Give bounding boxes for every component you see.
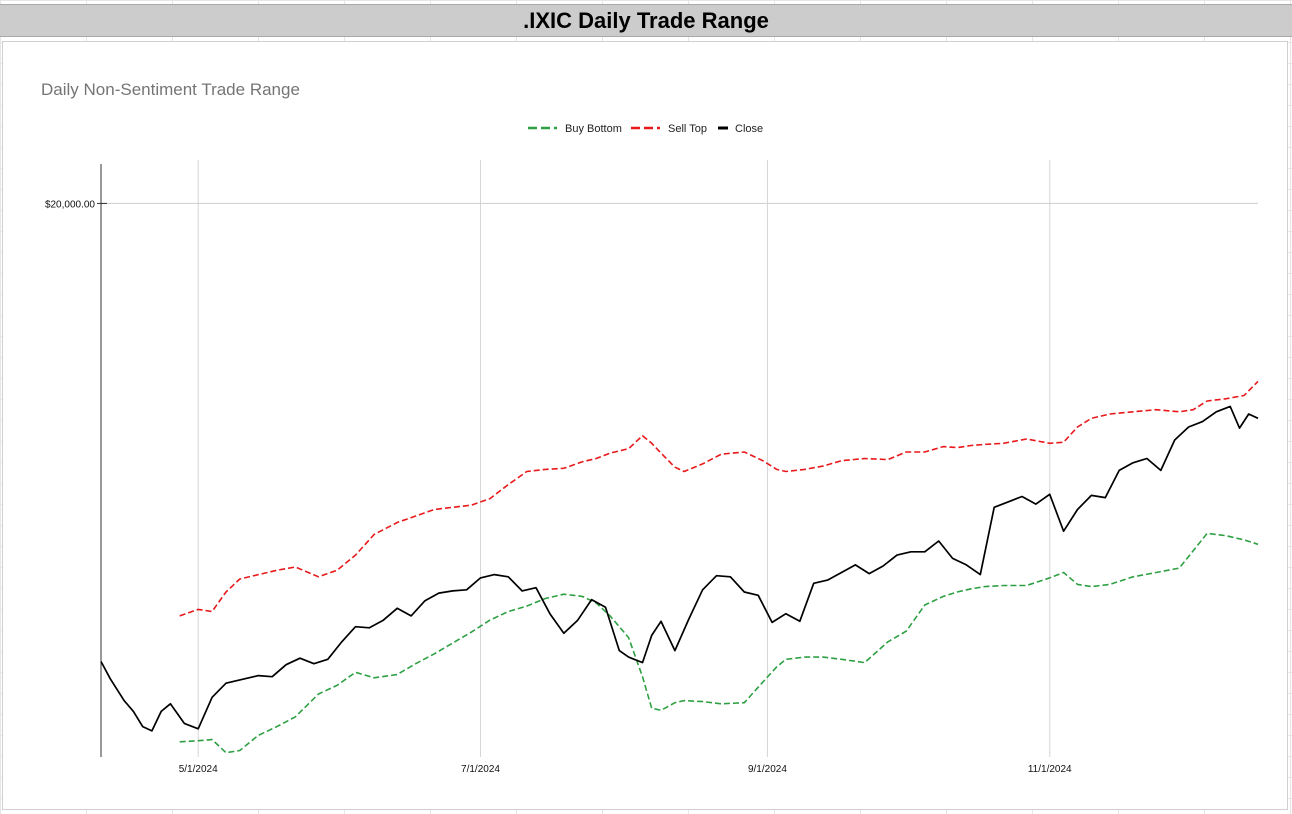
series-line-buy-bottom[interactable] <box>179 532 1259 754</box>
series-line-close[interactable] <box>100 405 1259 732</box>
chart-title: Daily Non-Sentiment Trade Range <box>41 80 300 99</box>
x-tick-label: 11/1/2024 <box>1028 764 1072 775</box>
legend-label-close: Close <box>735 123 763 135</box>
legend-label-buy-bottom: Buy Bottom <box>565 123 622 135</box>
legend-item-sell-top[interactable]: Sell Top <box>631 123 707 135</box>
chart-container[interactable] <box>2 41 1288 810</box>
y-tick-labels: $20,000.00 <box>45 199 95 210</box>
legend-item-buy-bottom[interactable]: Buy Bottom <box>528 123 622 135</box>
y-tick-label: $20,000.00 <box>45 199 95 210</box>
series-layer <box>100 380 1259 754</box>
legend-label-sell-top: Sell Top <box>668 123 707 135</box>
legend: Buy Bottom Sell Top Close <box>528 123 763 135</box>
sheet-title: .IXIC Daily Trade Range <box>0 4 1292 37</box>
gridlines <box>97 160 1258 757</box>
series-line-sell-top[interactable] <box>179 380 1259 617</box>
legend-item-close[interactable]: Close <box>718 123 763 135</box>
x-tick-label: 7/1/2024 <box>461 764 500 775</box>
x-tick-label: 5/1/2024 <box>179 764 218 775</box>
x-tick-labels: 5/1/2024 7/1/2024 9/1/2024 11/1/2024 <box>179 764 1072 775</box>
x-tick-label: 9/1/2024 <box>748 764 787 775</box>
